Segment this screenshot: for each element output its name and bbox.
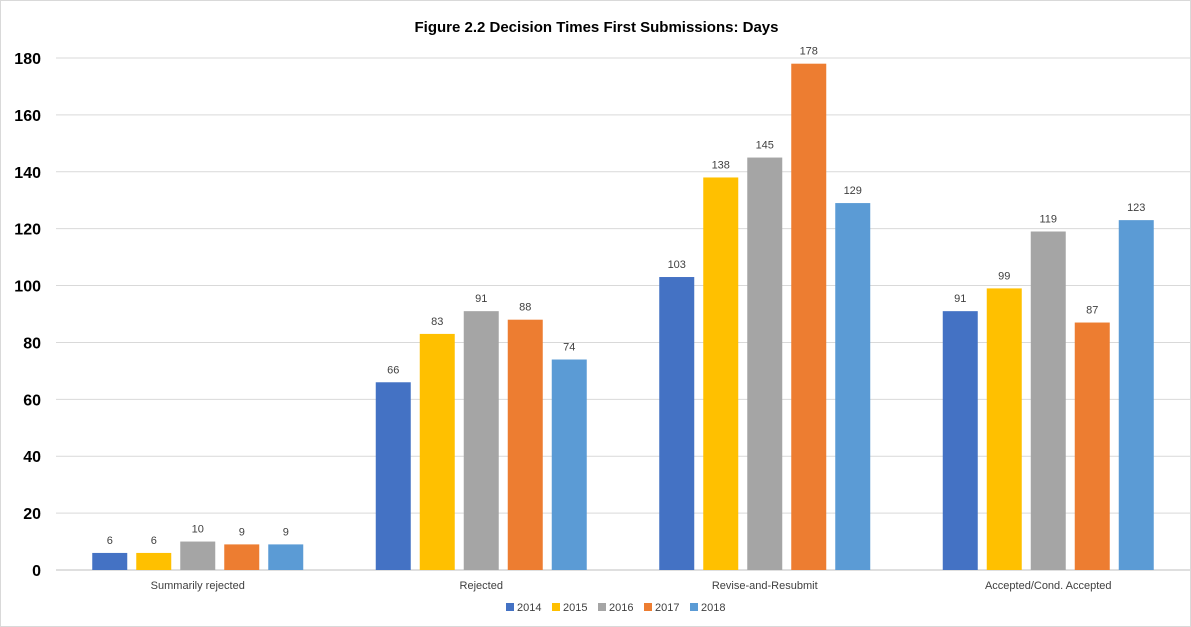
bar-2014-0 [92, 552, 128, 570]
data-label: 91 [954, 293, 966, 305]
bar-2016-0 [180, 541, 216, 570]
bar-2014-1 [375, 382, 411, 570]
data-label: 145 [756, 140, 774, 152]
bar-2018-1 [551, 359, 587, 570]
legend-label: 2018 [701, 602, 725, 614]
y-tick-label: 60 [23, 392, 41, 409]
x-tick-label: Accepted/Cond. Accepted [985, 580, 1112, 592]
data-label: 178 [800, 46, 818, 58]
data-label: 9 [283, 526, 289, 538]
data-label: 6 [151, 535, 157, 547]
data-label: 91 [475, 293, 487, 305]
legend-swatch-2018 [690, 603, 698, 611]
data-label: 83 [431, 316, 443, 328]
bars [92, 63, 1154, 571]
data-label: 123 [1127, 202, 1145, 214]
data-label: 9 [239, 526, 245, 538]
bar-2017-1 [507, 319, 543, 570]
data-label: 87 [1086, 305, 1098, 317]
data-label: 129 [844, 185, 862, 197]
y-tick-label: 80 [23, 335, 41, 352]
bar-2015-2 [703, 177, 739, 570]
y-tick-label: 20 [23, 506, 41, 523]
y-tick-label: 120 [14, 222, 41, 239]
data-label: 6 [107, 535, 113, 547]
x-tick-label: Revise-and-Resubmit [712, 580, 818, 592]
data-label: 10 [192, 524, 204, 536]
legend-swatch-2014 [506, 603, 514, 611]
data-label: 88 [519, 302, 531, 314]
y-tick-label: 160 [14, 108, 41, 125]
bar-2015-3 [986, 288, 1022, 570]
bar-2015-1 [419, 333, 455, 570]
legend-swatch-2016 [598, 603, 606, 611]
bar-2016-3 [1030, 231, 1066, 570]
data-label: 103 [668, 259, 686, 271]
y-tick-label: 40 [23, 449, 41, 466]
bar-2018-2 [835, 203, 871, 571]
chart-title: Figure 2.2 Decision Times First Submissi… [414, 19, 779, 36]
legend-label: 2017 [655, 602, 679, 614]
y-tick-label: 140 [14, 165, 41, 182]
bar-2018-3 [1118, 220, 1154, 570]
y-axis-ticks: 0 20 40 60 80 100 120 140 160 180 [14, 51, 41, 580]
bar-2014-2 [659, 277, 695, 570]
bar-2016-1 [463, 311, 499, 570]
bar-2017-2 [791, 63, 827, 570]
data-label: 138 [712, 159, 730, 171]
y-tick-label: 100 [14, 279, 41, 296]
legend-label: 2015 [563, 602, 587, 614]
bar-2017-3 [1074, 322, 1110, 570]
legend-swatch-2017 [644, 603, 652, 611]
legend: 2014 2015 2016 2017 2018 [506, 602, 725, 614]
x-axis-ticks: Summarily rejected Rejected Revise-and-Res… [151, 580, 1112, 592]
data-label: 66 [387, 364, 399, 376]
data-label: 74 [563, 342, 575, 354]
legend-swatch-2015 [552, 603, 560, 611]
data-label: 99 [998, 270, 1010, 282]
legend-label: 2016 [609, 602, 633, 614]
data-labels: 6 610 9 96683918874103138145178129919911987… [107, 46, 1146, 547]
legend-label: 2014 [517, 602, 541, 614]
y-tick-label: 0 [32, 563, 41, 580]
data-label: 119 [1039, 214, 1057, 226]
y-tick-label: 180 [14, 51, 41, 68]
bar-2016-2 [747, 157, 783, 571]
x-tick-label: Summarily rejected [151, 580, 245, 592]
bar-2018-0 [268, 544, 304, 570]
x-tick-label: Rejected [460, 580, 503, 592]
bar-2015-0 [136, 552, 172, 570]
bar-2014-3 [942, 311, 978, 570]
bar-2017-0 [224, 544, 260, 570]
